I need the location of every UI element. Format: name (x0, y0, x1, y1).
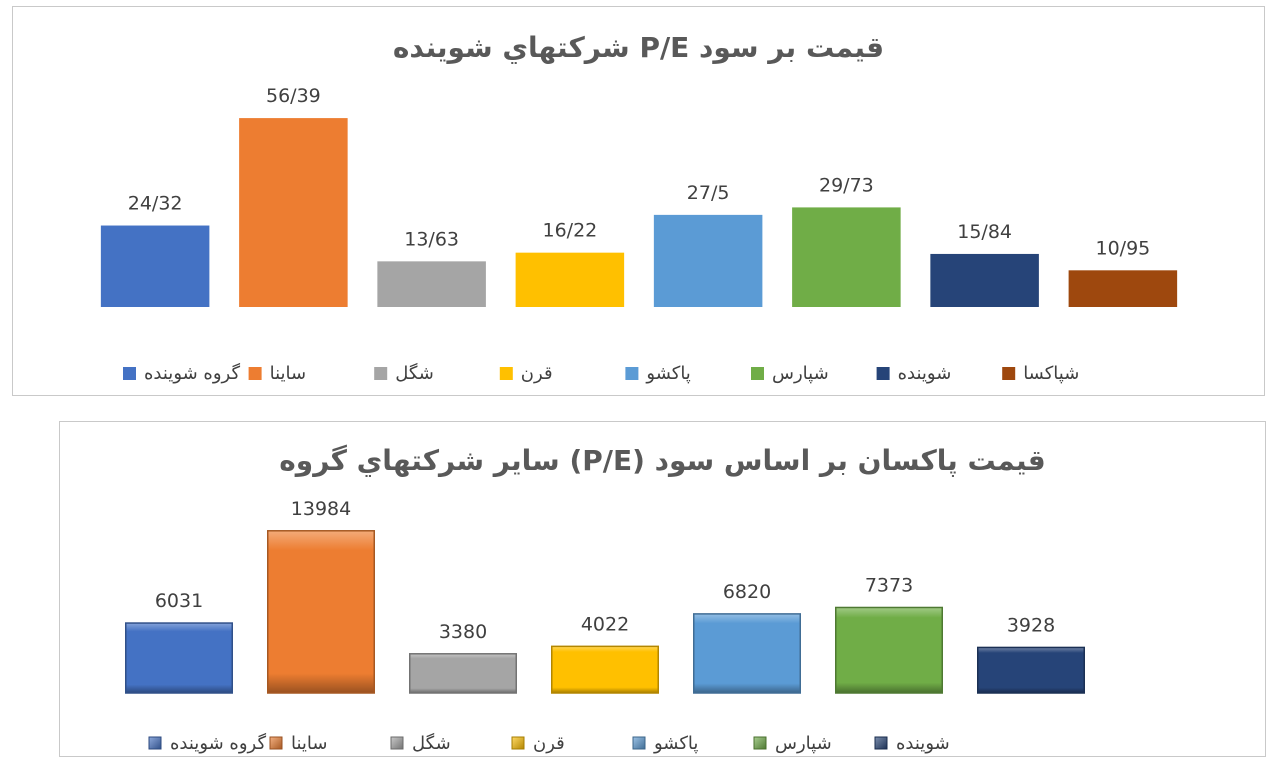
price-legend-label-0: گروه شوینده (170, 732, 266, 754)
pe-value-label-1: 56/39 (266, 85, 321, 107)
price-bar-0 (125, 622, 233, 694)
pe-bar-3 (515, 252, 625, 307)
pe-chart-plot: 24/32 56/39 13/63 16/22 27/5 29/73 15/84 10/95 گ… (100, 85, 1178, 384)
pe-legend-label-7: شپاکسا (1023, 363, 1079, 384)
price-bar-2 (409, 653, 517, 694)
price-legend-swatch-1 (269, 736, 283, 750)
pe-bar-0 (100, 225, 210, 307)
pe-bar-1 (239, 118, 348, 307)
price-value-label-5: 7373 (865, 574, 913, 596)
pe-legend-label-2: شگل (395, 362, 434, 384)
pe-legend-swatch-6 (876, 367, 890, 380)
price-bar-1 (267, 530, 375, 694)
pe-value-label-3: 16/22 (542, 220, 597, 242)
pe-legend-label-5: شپارس (772, 363, 829, 384)
pe-value-label-0: 24/32 (128, 193, 183, 215)
price-legend-label-4: پاکشو (653, 733, 698, 754)
pe-legend-label-0: گروه شوینده (144, 362, 240, 384)
pe-bar-6 (930, 253, 1039, 307)
price-legend-swatch-2 (390, 736, 404, 750)
pe-legend-swatch-1 (248, 367, 262, 380)
price-value-label-1: 13984 (291, 498, 351, 520)
price-legend-swatch-3 (511, 736, 525, 750)
pe-legend-swatch-4 (625, 367, 639, 380)
pe-legend-swatch-0 (123, 367, 136, 380)
price-legend-label-2: شگل (412, 732, 451, 754)
pe-legend-swatch-5 (751, 367, 764, 380)
price-legend-label-3: قرن (533, 733, 565, 754)
pe-bar-4 (653, 214, 763, 307)
pe-value-label-7: 10/95 (1095, 237, 1150, 259)
pe-legend-label-3: قرن (521, 363, 553, 384)
pe-bar-5 (792, 207, 901, 307)
price-value-label-6: 3928 (1007, 614, 1055, 636)
price-legend-swatch-6 (874, 736, 888, 750)
price-legend-label-1: ساینا (291, 733, 328, 754)
price-value-label-3: 4022 (581, 613, 629, 635)
price-bar-6 (977, 646, 1085, 694)
pe-legend-swatch-7 (1002, 367, 1016, 380)
price-legend-label-5: شپارس (775, 733, 832, 754)
pe-value-label-4: 27/5 (687, 182, 730, 204)
pe-legend-label-6: شوینده (898, 363, 952, 384)
price-bar-4 (693, 613, 801, 694)
price-chart-plot: 6031 13984 3380 4022 6820 7373 3928 گروه شوینده… (125, 498, 1085, 754)
price-chart-panel: قيمت پاكسان بر اساس سود (P/E) ساير شركته… (59, 421, 1266, 757)
price-value-label-2: 3380 (439, 621, 487, 643)
price-legend-swatch-0 (148, 736, 162, 750)
pe-value-label-5: 29/73 (819, 174, 874, 196)
pe-value-label-2: 13/63 (404, 228, 459, 250)
pe-legend-label-1: ساینا (270, 363, 307, 384)
price-bar-5 (835, 606, 943, 694)
pe-legend-label-4: پاکشو (645, 363, 690, 384)
pe-bar-7 (1068, 270, 1178, 307)
pe-bar-2 (377, 261, 486, 307)
pe-chart-title: قيمت بر سود P/E شركتهاي شوينده (392, 31, 885, 64)
pe-legend-swatch-3 (499, 367, 513, 380)
price-legend-label-6: شوینده (896, 733, 950, 754)
pe-legend-swatch-2 (374, 367, 388, 380)
price-value-label-0: 6031 (155, 590, 203, 612)
price-legend-swatch-5 (753, 736, 767, 750)
price-chart-title: قيمت پاكسان بر اساس سود (P/E) ساير شركته… (279, 444, 1046, 477)
pe-chart-panel: قيمت بر سود P/E شركتهاي شوينده 24/32 56/3… (12, 6, 1265, 396)
price-bar-3 (551, 645, 659, 694)
pe-value-label-6: 15/84 (957, 221, 1012, 243)
price-value-label-4: 6820 (723, 581, 771, 603)
price-legend-swatch-4 (632, 736, 646, 750)
